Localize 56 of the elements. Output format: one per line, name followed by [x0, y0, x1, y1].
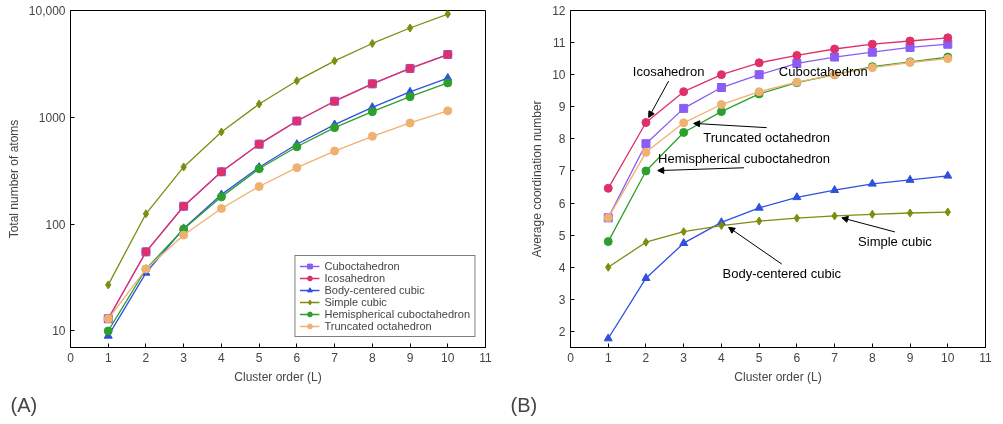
- y-tick-label: 5: [558, 228, 566, 243]
- y-tick-label: 11: [553, 36, 566, 51]
- x-tick-label: 5: [755, 350, 763, 365]
- x-tick-label: 4: [718, 350, 726, 365]
- x-tick-label: 9: [406, 350, 414, 365]
- x-tick-label: 7: [331, 350, 339, 365]
- y-axis-title: Total number of atoms: [6, 119, 21, 239]
- y-tick-label: 3: [558, 292, 566, 307]
- y-tick-label: 8: [558, 132, 566, 147]
- series-label: Truncated octahedron: [703, 129, 831, 145]
- text: (A): [10, 393, 38, 416]
- y-tick-label: 100: [45, 217, 66, 232]
- x-tick-label: 7: [831, 350, 839, 365]
- x-tick-label: 0: [567, 350, 575, 365]
- x-axis-title: Cluster order (L): [734, 369, 822, 384]
- x-tick-label: 9: [906, 350, 914, 365]
- text: Body-centered cubic: [722, 266, 842, 282]
- legend-label: Cuboctahedron: [324, 260, 400, 272]
- x-tick-label: 6: [293, 350, 301, 365]
- y-tick-label: 10: [552, 68, 566, 83]
- y-tick-label: 6: [558, 196, 566, 211]
- x-tick-label: 10: [441, 350, 455, 365]
- y-tick-label: 12: [552, 4, 566, 18]
- series-label: Hemispherical cuboctahedron: [658, 150, 831, 166]
- x-tick-label: 10: [941, 350, 955, 365]
- y-tick-label: 7: [558, 164, 566, 179]
- series-label: Simple cubic: [858, 234, 933, 250]
- x-tick-label: 2: [642, 350, 650, 365]
- y-tick-label: 1000: [38, 110, 66, 125]
- x-tick-label: 4: [218, 350, 226, 365]
- x-tick-label: 3: [180, 350, 188, 365]
- y-tick-label: 9: [558, 100, 566, 115]
- x-tick-label: 1: [104, 350, 112, 365]
- text: (B): [510, 393, 538, 416]
- legend-label: Icosahedron: [324, 272, 386, 284]
- x-tick-label: 3: [680, 350, 688, 365]
- x-tick-label: 8: [368, 350, 376, 365]
- x-tick-label: 11: [979, 350, 993, 365]
- x-tick-label: 0: [67, 350, 75, 365]
- x-tick-label: 11: [479, 350, 493, 365]
- y-tick-label: 2: [558, 324, 566, 339]
- y-tick-label: 4: [558, 260, 566, 275]
- x-tick-label: 5: [255, 350, 263, 365]
- y-tick-label: 10: [52, 324, 66, 339]
- x-tick-label: 1: [604, 350, 612, 365]
- legend-label: Hemispherical cuboctahedron: [324, 308, 470, 320]
- x-tick-label: 6: [793, 350, 801, 365]
- y-tick-label: 10,000: [28, 4, 66, 18]
- x-axis-title: Cluster order (L): [234, 369, 322, 384]
- legend-label: Truncated octahedron: [324, 320, 432, 332]
- x-tick-label: 2: [142, 350, 150, 365]
- legend-label: Simple cubic: [324, 296, 387, 308]
- series-label: Icosahedron: [632, 63, 705, 79]
- x-tick-label: 8: [868, 350, 876, 365]
- y-axis-title: Average coordination number: [530, 100, 545, 258]
- legend-label: Body-centered cubic: [324, 284, 425, 296]
